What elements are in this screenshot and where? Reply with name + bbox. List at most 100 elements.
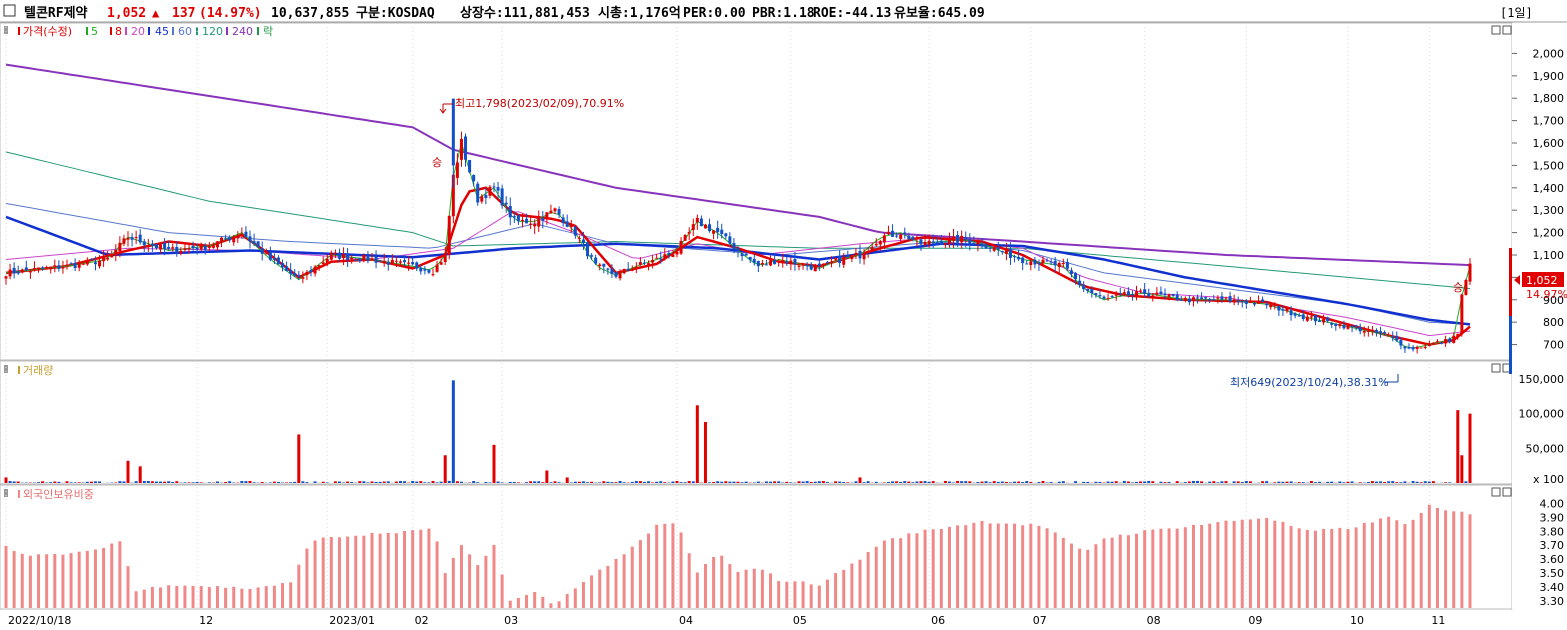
foreign-bar bbox=[476, 565, 480, 608]
candle-body bbox=[403, 260, 407, 263]
volume-bar bbox=[1074, 481, 1078, 483]
candle-body bbox=[659, 258, 663, 260]
volume-bar bbox=[915, 481, 919, 483]
foreign-bar bbox=[337, 537, 341, 608]
candle-body bbox=[968, 239, 972, 245]
candle-body bbox=[947, 238, 951, 244]
volume-bar bbox=[1045, 482, 1049, 483]
volume-bar bbox=[472, 481, 476, 483]
price-panel-buttons[interactable] bbox=[1491, 25, 1512, 35]
candle-body bbox=[77, 262, 81, 268]
candle-body bbox=[1281, 309, 1285, 311]
candle-body bbox=[110, 253, 114, 258]
candle-body bbox=[553, 208, 557, 212]
candle-body bbox=[1358, 326, 1362, 332]
candle-body bbox=[651, 259, 655, 263]
foreign-bar bbox=[1013, 523, 1017, 608]
candle-body bbox=[1130, 294, 1134, 296]
foreign-bar bbox=[964, 525, 968, 608]
candle-body bbox=[1061, 262, 1065, 265]
volume-bar bbox=[1456, 410, 1460, 483]
select-checkbox[interactable] bbox=[3, 4, 16, 17]
volume-bar bbox=[1208, 481, 1212, 483]
candle-body bbox=[203, 245, 207, 250]
foreign-bar bbox=[1069, 543, 1073, 608]
foreign-bar bbox=[850, 563, 854, 608]
candle-body bbox=[598, 264, 602, 266]
foreign-bar bbox=[484, 555, 488, 608]
candle-body bbox=[1277, 305, 1281, 311]
foreign-bar bbox=[1061, 537, 1065, 608]
volume-bar bbox=[1212, 481, 1216, 483]
candle-body bbox=[1098, 295, 1102, 297]
volume-bar bbox=[260, 482, 264, 483]
period-selector[interactable]: [1일] bbox=[1500, 6, 1533, 20]
volume-bar bbox=[1151, 481, 1155, 483]
candle-body bbox=[1395, 335, 1399, 341]
candle-body bbox=[703, 224, 707, 229]
candle-body bbox=[81, 263, 85, 265]
volume-bar bbox=[663, 482, 667, 483]
foreign-bar bbox=[1419, 513, 1423, 608]
volume-bar bbox=[1029, 481, 1033, 483]
candle-body bbox=[321, 262, 325, 264]
volume-bar bbox=[500, 482, 504, 483]
foreign-bar bbox=[1330, 529, 1334, 608]
foreign-bar bbox=[77, 551, 81, 608]
candle-body bbox=[171, 247, 175, 249]
candle-body bbox=[683, 234, 687, 241]
candle-body bbox=[622, 268, 626, 274]
volume-bar bbox=[618, 481, 622, 483]
foreign-bar bbox=[1338, 527, 1342, 608]
candle-body bbox=[244, 231, 248, 238]
candle-body bbox=[1265, 303, 1269, 306]
candle-body bbox=[4, 276, 8, 279]
foreign-bar bbox=[622, 554, 626, 608]
candle-body bbox=[1273, 304, 1277, 306]
volume-bar bbox=[1379, 481, 1383, 483]
candle-body bbox=[451, 174, 455, 217]
candle-body bbox=[923, 241, 927, 245]
foreign-bar bbox=[1110, 537, 1114, 608]
candle-body bbox=[1155, 292, 1159, 295]
volume-bar bbox=[65, 481, 69, 483]
volume-tick-label: 100,000 bbox=[1519, 408, 1565, 421]
candle-body bbox=[899, 234, 903, 239]
candle-body bbox=[65, 264, 69, 266]
foreign-bar bbox=[305, 548, 309, 608]
foreign-bar bbox=[215, 586, 219, 608]
foreign-legend: 외국인보유비중 bbox=[4, 488, 94, 501]
candle-body bbox=[756, 260, 760, 267]
volume-bar bbox=[565, 477, 569, 483]
candle-body bbox=[1342, 324, 1346, 329]
volume-bar bbox=[1232, 481, 1236, 483]
volume-bar bbox=[789, 482, 793, 483]
candle-body bbox=[106, 258, 110, 260]
volume-bar bbox=[557, 482, 561, 483]
foreign-bar bbox=[834, 573, 838, 608]
candle-body bbox=[1309, 316, 1313, 318]
candle-body bbox=[1289, 310, 1293, 316]
legend-ma240: 240 bbox=[232, 25, 253, 38]
volume-bar bbox=[439, 481, 443, 483]
candle-body bbox=[480, 196, 484, 202]
legend-price: 가격(수정) bbox=[23, 25, 72, 38]
foreign-bar bbox=[655, 524, 659, 608]
volume-bar bbox=[683, 482, 687, 483]
candle-body bbox=[870, 247, 874, 250]
candle-body bbox=[455, 162, 459, 178]
foreign-bar bbox=[1094, 544, 1098, 608]
volume-bar bbox=[1374, 481, 1378, 483]
volume-bar bbox=[1240, 482, 1244, 483]
volume-bar bbox=[1427, 481, 1431, 483]
candle-body bbox=[195, 247, 199, 250]
candle-body bbox=[712, 230, 716, 234]
candle-body bbox=[931, 241, 935, 244]
foreign-bar bbox=[118, 541, 122, 608]
foreign-bar bbox=[167, 585, 171, 608]
candle-body bbox=[378, 260, 382, 262]
foreign-bar bbox=[1200, 524, 1204, 608]
candle-body bbox=[114, 249, 118, 256]
candle-body bbox=[1167, 294, 1171, 297]
foreign-panel-buttons[interactable] bbox=[1491, 487, 1512, 497]
